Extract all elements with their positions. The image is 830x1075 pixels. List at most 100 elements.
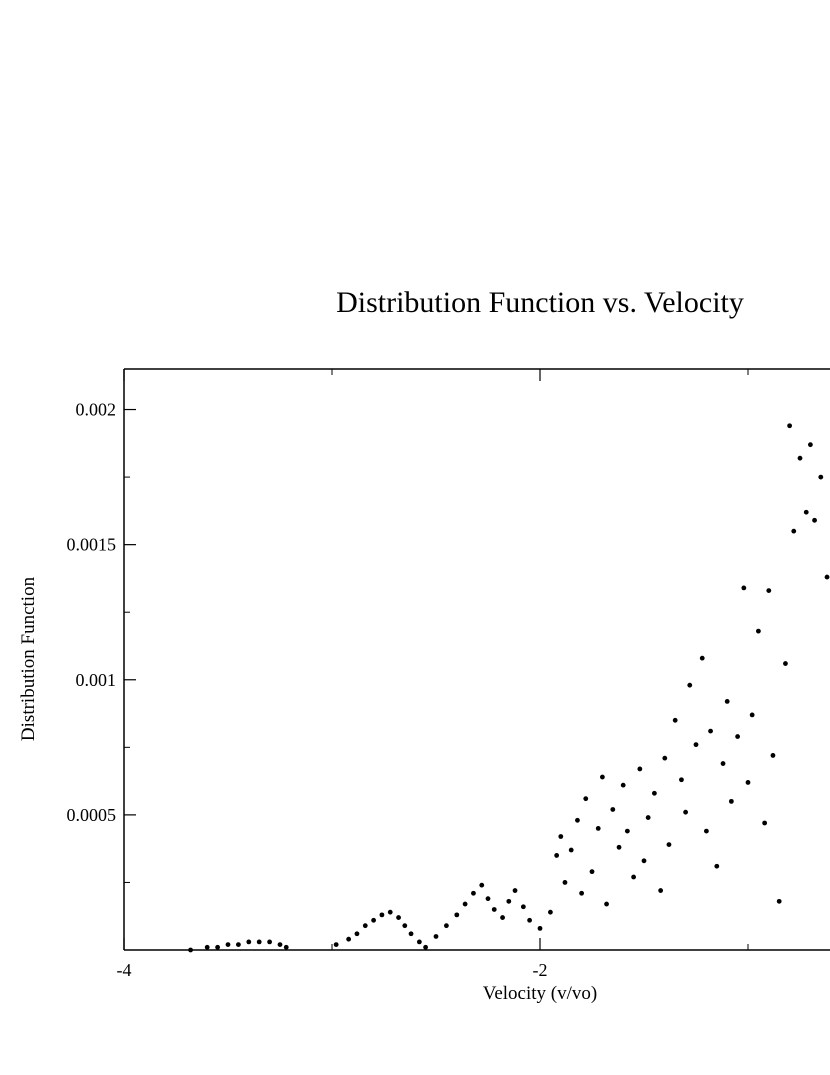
data-point <box>371 917 376 923</box>
data-point <box>728 798 734 804</box>
data-point <box>462 901 468 907</box>
data-point <box>791 528 797 534</box>
data-point <box>267 939 272 945</box>
data-point <box>741 585 747 591</box>
data-point <box>776 898 782 904</box>
data-point <box>491 907 497 912</box>
x-tick-label: -4 <box>117 960 132 980</box>
data-point <box>641 858 647 864</box>
data-point <box>783 661 788 666</box>
data-point <box>579 890 584 896</box>
data-point <box>637 766 643 772</box>
data-point <box>558 834 564 839</box>
data-point <box>204 944 210 950</box>
data-point <box>548 909 553 915</box>
data-point <box>604 901 609 907</box>
data-point <box>512 888 518 893</box>
plot-frame <box>123 368 830 951</box>
y-axis-label: Distribution Function <box>18 576 39 741</box>
data-point <box>803 509 809 515</box>
data-point <box>770 753 776 758</box>
data-point <box>662 755 668 761</box>
data-point <box>277 942 283 947</box>
data-point <box>589 869 595 875</box>
data-point <box>236 942 241 947</box>
data-point <box>620 782 626 788</box>
x-tick-label: -2 <box>533 960 548 980</box>
data-point <box>693 742 699 748</box>
data-point <box>787 423 792 429</box>
data-point <box>379 912 385 918</box>
data-point <box>444 923 449 929</box>
data-point <box>583 796 589 802</box>
data-point <box>766 588 772 593</box>
data-point <box>246 939 252 945</box>
data-point <box>408 931 414 937</box>
data-point <box>471 890 476 896</box>
data-point <box>824 574 830 580</box>
data-point <box>797 455 803 461</box>
data-point <box>568 847 574 853</box>
data-point <box>396 915 401 920</box>
data-point <box>433 934 439 939</box>
y-tick-label: 0.002 <box>76 400 117 420</box>
data-point <box>537 925 543 931</box>
data-point <box>283 944 289 950</box>
chart-title: Distribution Function vs. Velocity <box>336 286 744 319</box>
data-point <box>652 790 657 796</box>
data-point <box>714 863 720 869</box>
data-point <box>724 698 730 704</box>
data-point <box>416 939 422 945</box>
data-point <box>749 712 755 718</box>
data-point <box>683 809 688 815</box>
data-point <box>610 807 616 812</box>
data-point <box>256 939 262 945</box>
data-point <box>225 942 231 947</box>
data-point <box>735 734 740 739</box>
data-point <box>575 817 580 823</box>
data-point <box>600 774 605 780</box>
data-point <box>818 474 824 480</box>
data-point <box>333 942 339 947</box>
data-point <box>679 777 684 783</box>
data-point <box>812 517 817 523</box>
y-tick-label: 0.0005 <box>67 805 117 825</box>
data-point <box>423 944 428 950</box>
data-point <box>454 912 460 918</box>
data-point <box>520 904 526 910</box>
data-point <box>402 923 408 929</box>
data-point <box>645 815 651 820</box>
data-point <box>666 842 672 848</box>
data-point <box>616 844 622 850</box>
data-point <box>808 442 813 448</box>
data-point <box>699 655 705 661</box>
x-axis-label: Velocity (v/vo) <box>483 983 598 1004</box>
data-point <box>500 915 505 920</box>
data-point <box>362 923 368 929</box>
data-point <box>479 882 485 888</box>
data-point <box>672 717 678 723</box>
y-tick-label: 0.0015 <box>67 535 117 555</box>
data-point <box>687 682 693 688</box>
data-point <box>188 947 193 953</box>
data-point <box>624 828 630 834</box>
data-point <box>708 728 713 734</box>
data-point <box>354 931 360 937</box>
data-point <box>704 828 709 834</box>
data-point <box>485 896 491 902</box>
data-point <box>554 853 560 858</box>
data-point <box>215 944 221 950</box>
data-point <box>631 874 636 880</box>
data-point <box>562 880 568 885</box>
data-point <box>506 898 512 904</box>
data-point <box>762 820 768 826</box>
data-point <box>745 780 751 785</box>
data-point <box>527 917 532 923</box>
data-point <box>658 888 664 893</box>
data-point <box>720 761 726 766</box>
y-tick-label: 0.001 <box>76 670 117 690</box>
data-point <box>595 825 601 831</box>
data-point <box>756 628 761 634</box>
